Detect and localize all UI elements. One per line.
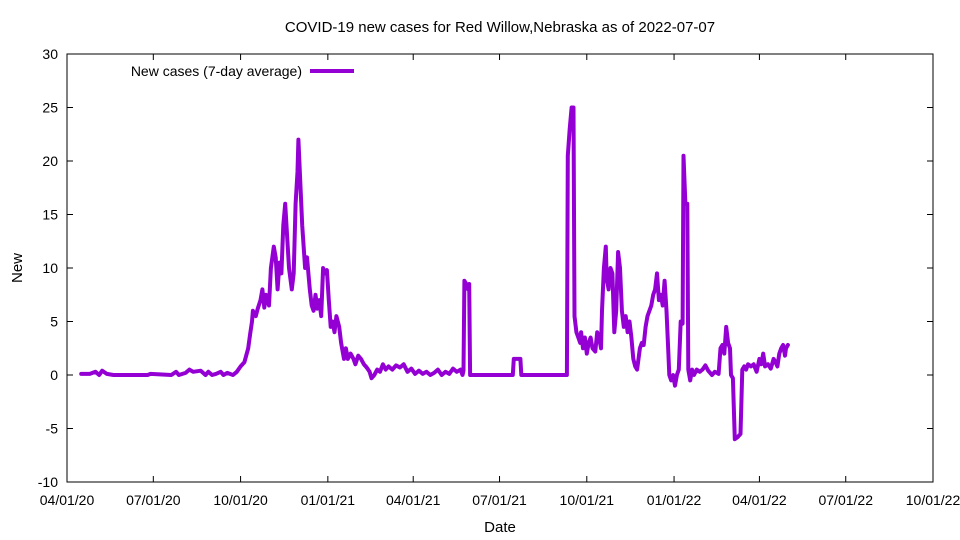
- x-tick-label: 10/01/21: [560, 492, 615, 508]
- y-tick-label: -5: [46, 421, 59, 437]
- x-tick-label: 10/01/22: [906, 492, 960, 508]
- legend: New cases (7-day average): [131, 63, 354, 79]
- plot-frame: [66, 53, 934, 483]
- legend-label: New cases (7-day average): [131, 63, 302, 79]
- x-tick-label: 07/01/20: [126, 492, 181, 508]
- x-tick-label: 07/01/21: [472, 492, 527, 508]
- y-tick-label: 15: [42, 207, 58, 223]
- x-tick-label: 10/01/20: [213, 492, 268, 508]
- x-tick-label: 01/01/22: [647, 492, 702, 508]
- y-tick-label: 10: [42, 260, 58, 276]
- x-tick-label: 04/01/20: [40, 492, 95, 508]
- y-axis-ticks: -10 -5 0 5 10 15 20 25 30: [38, 46, 933, 490]
- x-tick-label: 04/01/21: [386, 492, 441, 508]
- x-tick-label: 04/01/22: [732, 492, 787, 508]
- x-tick-label: 07/01/22: [818, 492, 873, 508]
- x-tick-label: 01/01/21: [301, 492, 356, 508]
- y-tick-label: 5: [50, 314, 58, 330]
- series-line-new-cases: [79, 105, 790, 442]
- chart-title: COVID-19 new cases for Red Willow,Nebras…: [285, 19, 715, 36]
- x-axis-title: Date: [484, 519, 516, 536]
- x-axis-ticks: 04/01/20 07/01/20 10/01/20 01/01/21 04/01/21…: [40, 54, 960, 508]
- y-tick-label: 30: [42, 46, 58, 62]
- y-axis-title: New: [9, 253, 26, 283]
- y-tick-label: 20: [42, 153, 58, 169]
- y-tick-label: 0: [50, 367, 58, 383]
- y-tick-label: -10: [38, 474, 58, 490]
- y-tick-label: 25: [42, 100, 58, 116]
